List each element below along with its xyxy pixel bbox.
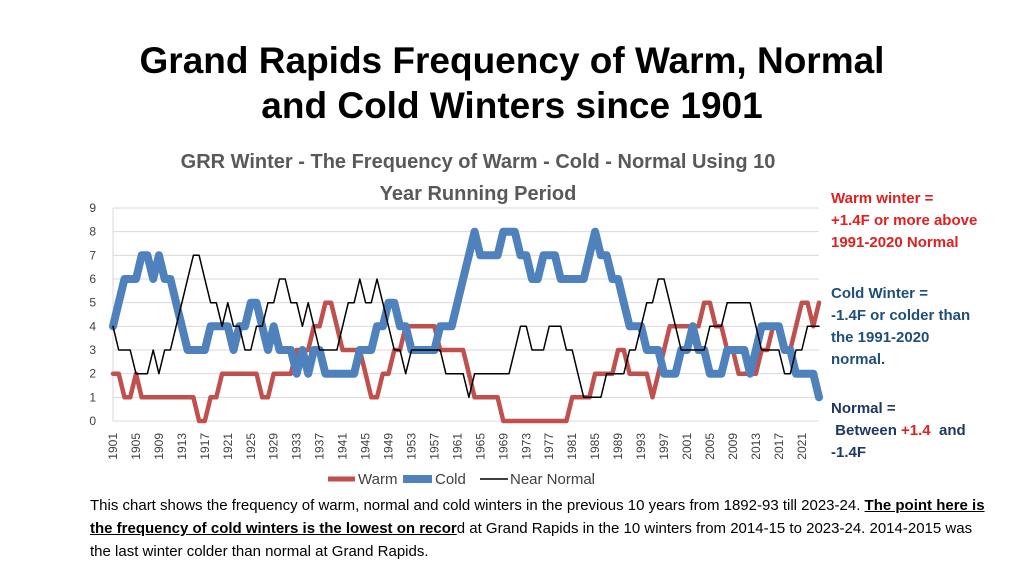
- y-tick-label: 9: [89, 201, 96, 215]
- cold-def-line-3: the 1991-2020: [831, 327, 970, 349]
- warm-def-line-1: Warm winter =: [831, 188, 977, 210]
- y-tick-label: 1: [89, 390, 96, 404]
- normal-def-line-2: Between +1.4 and: [831, 420, 966, 442]
- x-tick-label: 1965: [473, 433, 487, 460]
- x-tick-label: 1925: [244, 433, 258, 460]
- x-tick-label: 1901: [106, 433, 120, 460]
- x-tick-label: 1953: [404, 433, 418, 460]
- x-tick-label: 1989: [611, 433, 625, 460]
- y-tick-label: 2: [89, 367, 96, 381]
- x-tick-label: 1977: [542, 433, 556, 460]
- x-tick-label: 1933: [290, 433, 304, 460]
- y-tick-label: 0: [89, 414, 96, 428]
- x-tick-label: 1949: [382, 433, 396, 460]
- legend-warm-label: Warm: [358, 471, 397, 488]
- y-tick-label: 5: [89, 296, 96, 310]
- warm-def-line-3: 1991-2020 Normal: [831, 232, 977, 254]
- x-tick-label: 2009: [726, 433, 740, 460]
- normal-positive-threshold: +1.4: [901, 422, 931, 439]
- x-tick-label: 1913: [175, 433, 189, 460]
- y-tick-label: 7: [89, 248, 96, 262]
- x-tick-label: 1961: [450, 433, 464, 460]
- y-axis-ticks: 0 1 2 3 4 5 6 7 8 9: [89, 201, 96, 428]
- warm-definition: Warm winter = +1.4F or more above 1991-2…: [831, 188, 977, 254]
- x-tick-label: 2021: [795, 433, 809, 460]
- y-tick-label: 4: [89, 319, 96, 333]
- x-tick-label: 1993: [634, 433, 648, 460]
- chart-title-line-2: Year Running Period: [380, 183, 577, 205]
- x-tick-label: 1997: [657, 433, 671, 460]
- cold-def-line-4: normal.: [831, 349, 970, 371]
- x-tick-label: 1929: [267, 433, 281, 460]
- warm-def-line-2: +1.4F or more above: [831, 210, 977, 232]
- chart-caption: This chart shows the frequency of warm, …: [90, 494, 990, 563]
- x-tick-label: 2017: [772, 433, 786, 460]
- chart-legend: Warm Cold Near Normal: [328, 471, 595, 488]
- x-tick-label: 1985: [588, 433, 602, 460]
- x-tick-label: 1917: [198, 433, 212, 460]
- x-tick-label: 2001: [680, 433, 694, 460]
- cold-definition: Cold Winter = -1.4F or colder than the 1…: [831, 283, 970, 371]
- x-tick-label: 1969: [496, 433, 510, 460]
- x-axis-ticks: 1901 1905 1909 1913 1917 1921 1925 1929 1933 1937…: [106, 433, 809, 460]
- x-tick-label: 2013: [749, 433, 763, 460]
- x-tick-label: 1973: [519, 433, 533, 460]
- caption-part-1: This chart shows the frequency of warm, …: [90, 497, 865, 514]
- x-tick-label: 1941: [336, 433, 350, 460]
- legend-normal-label: Near Normal: [510, 471, 595, 488]
- y-tick-label: 8: [89, 225, 96, 239]
- x-tick-label: 1981: [565, 433, 579, 460]
- normal-def-line-3: -1.4F: [831, 442, 966, 464]
- chart-title-line-1: GRR Winter - The Frequency of Warm - Col…: [181, 151, 776, 173]
- normal-definition: Normal = Between +1.4 and -1.4F: [831, 398, 966, 464]
- x-tick-label: 1921: [221, 433, 235, 460]
- x-tick-label: 1945: [359, 433, 373, 460]
- y-tick-label: 3: [89, 343, 96, 357]
- cold-def-line-2: -1.4F or colder than: [831, 305, 970, 327]
- y-tick-label: 6: [89, 272, 96, 286]
- series-line-warm: [113, 303, 819, 421]
- normal-and-label: and: [939, 422, 966, 439]
- cold-def-line-1: Cold Winter =: [831, 283, 970, 305]
- normal-between-label: Between: [835, 422, 897, 439]
- x-tick-label: 1909: [152, 433, 166, 460]
- normal-def-line-1: Normal =: [831, 398, 966, 420]
- x-tick-label: 1905: [129, 433, 143, 460]
- x-tick-label: 2005: [703, 433, 717, 460]
- x-tick-label: 1937: [313, 433, 327, 460]
- x-tick-label: 1957: [427, 433, 441, 460]
- legend-cold-label: Cold: [435, 471, 466, 488]
